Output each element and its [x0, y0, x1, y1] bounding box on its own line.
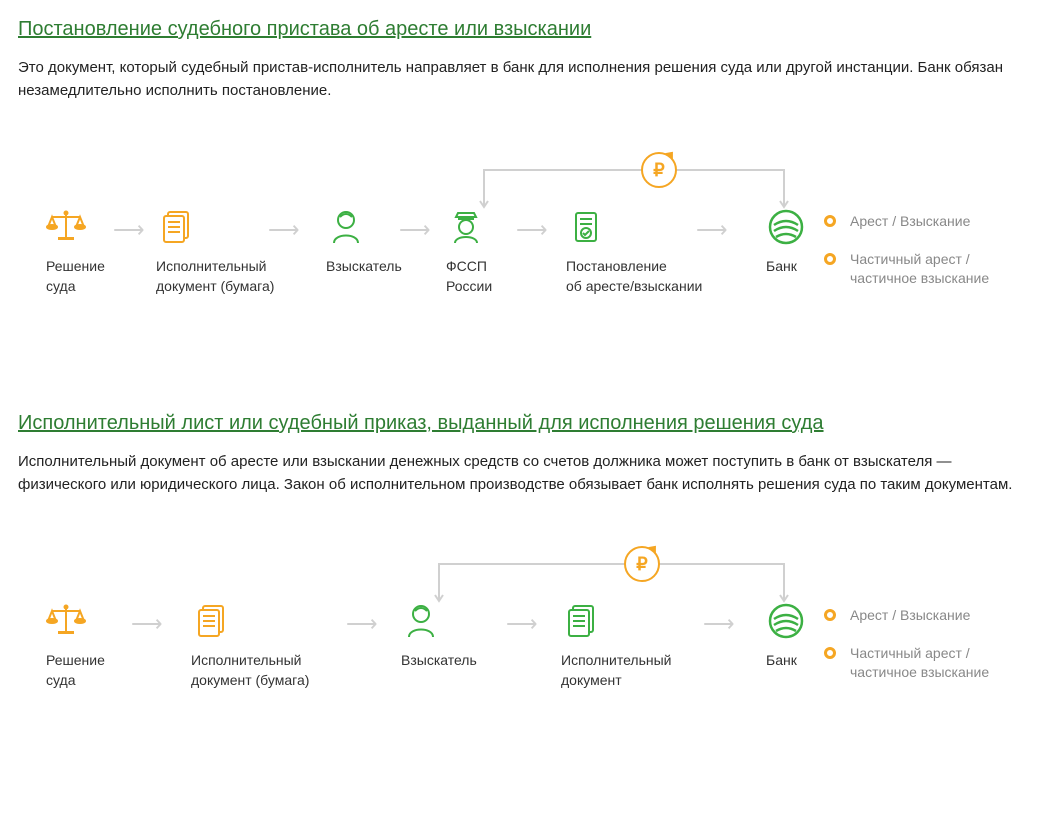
bullet-icon: [824, 609, 836, 621]
bank-icon: [766, 207, 806, 247]
outcome-item: Арест / Взыскание: [824, 212, 989, 232]
node-bank: Банк: [766, 207, 806, 277]
node-label: Взыскатель: [326, 257, 402, 277]
node-bank2: Банк: [766, 601, 806, 671]
docchk-icon: [566, 207, 606, 247]
arrow-icon: ⟶: [268, 217, 300, 243]
section2-desc: Исполнительный документ об аресте или вз…: [18, 451, 1039, 496]
node-court2: Решениесуда: [46, 601, 105, 690]
node-fssp: ФССПРоссии: [446, 207, 492, 296]
arrow-icon: ⟶: [113, 217, 145, 243]
bullet-icon: [824, 647, 836, 659]
node-label: Банк: [766, 257, 806, 277]
arrow-icon: ⟶: [131, 611, 163, 637]
ruble-icon: ₽: [641, 152, 677, 188]
document-icon: [156, 207, 196, 247]
person-icon: [326, 207, 366, 247]
section1-diagram: ₽ Решениесуда Исполнительныйдокумент (бу…: [46, 152, 1039, 352]
node-label: Исполнительныйдокумент (бумага): [191, 651, 309, 690]
outcome-item: Арест / Взыскание: [824, 606, 989, 626]
node-order2: Исполнительныйдокумент: [561, 601, 672, 690]
arrow-icon: ⟶: [703, 611, 735, 637]
person-icon: [401, 601, 441, 641]
document-icon: [191, 601, 231, 641]
bullet-icon: [824, 253, 836, 265]
bank-icon: [766, 601, 806, 641]
node-label: Решениесуда: [46, 651, 105, 690]
section2-diagram: ₽ Решениесуда Исполнительныйдокумент (бу…: [46, 546, 1039, 746]
node-doc: Исполнительныйдокумент (бумага): [156, 207, 274, 296]
outcome-text: Частичный арест /частичное взыскание: [850, 250, 989, 289]
arrow-icon: ⟶: [696, 217, 728, 243]
node-order: Постановлениеоб аресте/взыскании: [566, 207, 702, 296]
section2-title[interactable]: Исполнительный лист или судебный приказ,…: [18, 412, 1039, 435]
bullet-icon: [824, 215, 836, 227]
arrow-icon: ⟶: [399, 217, 431, 243]
node-label: Исполнительныйдокумент: [561, 651, 672, 690]
outcome-item: Частичный арест /частичное взыскание: [824, 644, 989, 683]
document-icon: [561, 601, 601, 641]
outcome-item: Частичный арест /частичное взыскание: [824, 250, 989, 289]
outcome-text: Арест / Взыскание: [850, 606, 970, 626]
node-label: Исполнительныйдокумент (бумага): [156, 257, 274, 296]
officer-icon: [446, 207, 486, 247]
outcomes-list: Арест / Взыскание Частичный арест /частич…: [824, 606, 989, 701]
ruble-icon: ₽: [624, 546, 660, 582]
arrow-icon: ⟶: [516, 217, 548, 243]
node-court: Решениесуда: [46, 207, 105, 296]
node-doc2: Исполнительныйдокумент (бумага): [191, 601, 309, 690]
node-claim2: Взыскатель: [401, 601, 477, 671]
arrow-icon: ⟶: [346, 611, 378, 637]
scales-icon: [46, 207, 86, 247]
outcomes-list: Арест / Взыскание Частичный арест /частич…: [824, 212, 989, 307]
scales-icon: [46, 601, 86, 641]
node-label: Постановлениеоб аресте/взыскании: [566, 257, 702, 296]
node-label: Банк: [766, 651, 806, 671]
outcome-text: Частичный арест /частичное взыскание: [850, 644, 989, 683]
arrow-icon: ⟶: [506, 611, 538, 637]
node-label: ФССПРоссии: [446, 257, 492, 296]
node-claim: Взыскатель: [326, 207, 402, 277]
section1-title[interactable]: Постановление судебного пристава об арес…: [18, 18, 1039, 41]
node-label: Взыскатель: [401, 651, 477, 671]
section1-desc: Это документ, который судебный пристав-и…: [18, 57, 1039, 102]
outcome-text: Арест / Взыскание: [850, 212, 970, 232]
node-label: Решениесуда: [46, 257, 105, 296]
